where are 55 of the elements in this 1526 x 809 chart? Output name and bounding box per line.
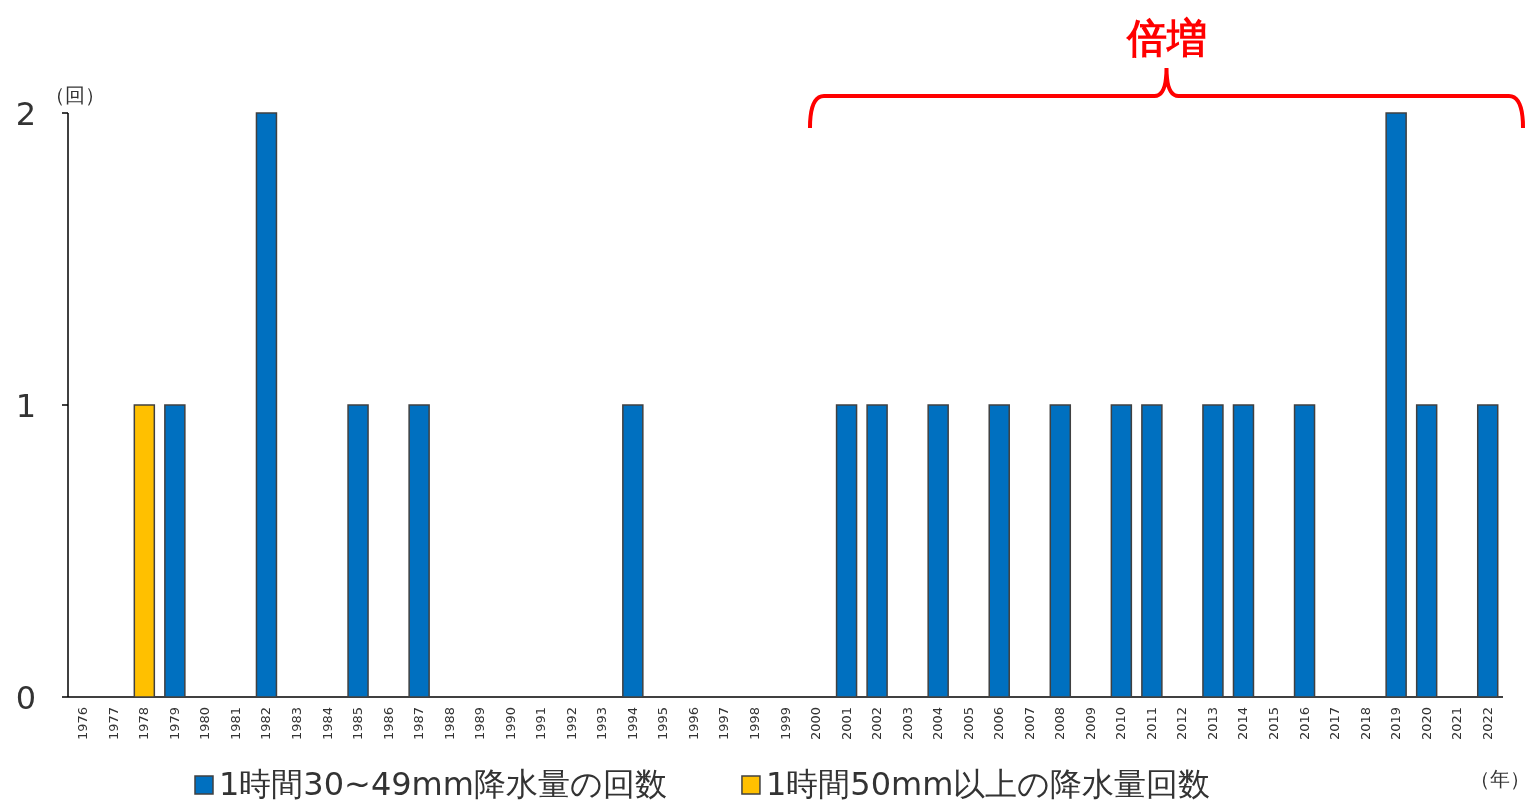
legend-label: 1時間30~49mm降水量の回数: [219, 765, 667, 803]
x-tick-label: 2014: [1235, 707, 1251, 741]
text: 倍増: [1124, 15, 1207, 61]
legend-label: 1時間50mm以上の降水量回数: [765, 765, 1211, 803]
x-tick-label: 1991: [533, 707, 549, 741]
x-tick-label: 2015: [1266, 707, 1282, 741]
x-tick-label: 2012: [1174, 707, 1190, 741]
x-tick-label: 2005: [960, 707, 976, 741]
x-tick-label: 1983: [288, 707, 304, 741]
x-tick-label: 1978: [136, 707, 152, 741]
x-tick-label: 1982: [258, 707, 274, 741]
y-tick-label: 1: [15, 387, 36, 425]
x-tick-label: 2002: [869, 707, 885, 741]
x-tick-label: 2016: [1296, 707, 1312, 741]
x-tick-label: 2000: [808, 707, 824, 741]
x-tick-label: 2010: [1113, 707, 1129, 741]
x-tick-label: 1986: [380, 707, 396, 741]
x-tick-label: 2020: [1418, 707, 1434, 741]
x-tick-label: 2013: [1204, 707, 1220, 741]
x-tick-label: 2021: [1449, 707, 1465, 741]
x-tick-label: 2007: [1021, 707, 1037, 741]
x-tick-label: 1993: [594, 707, 610, 741]
x-tick-label: 2011: [1143, 707, 1159, 741]
y-axis-title: （回）: [45, 83, 105, 107]
x-tick-label: 2022: [1479, 707, 1495, 741]
x-tick-label: 1999: [777, 707, 793, 741]
x-tick-label: 1989: [472, 707, 488, 741]
x-tick-label: 2006: [991, 707, 1007, 741]
x-tick-label: 2004: [930, 707, 946, 741]
x-tick-label: 1980: [197, 707, 213, 741]
x-tick-label: 1984: [319, 707, 335, 741]
x-tick-label: 1985: [350, 707, 366, 741]
x-tick-label: 1998: [746, 707, 762, 741]
x-tick-label: 1977: [105, 707, 121, 741]
x-tick-label: 2018: [1357, 707, 1373, 741]
x-tick-label: 1997: [716, 707, 732, 741]
x-tick-label: 1976: [75, 707, 91, 741]
x-tick-label: 2019: [1388, 707, 1404, 741]
x-tick-label: 1992: [563, 707, 579, 741]
y-tick-label: 0: [15, 679, 36, 717]
x-tick-label: 2008: [1052, 707, 1068, 741]
x-tick-label: 2001: [838, 707, 854, 741]
x-tick-label: 1981: [227, 707, 243, 741]
x-tick-label: 1996: [685, 707, 701, 741]
x-tick-label: 2003: [899, 707, 915, 741]
x-tick-label: 1987: [411, 707, 427, 741]
x-tick-label: 1995: [655, 707, 671, 741]
x-tick-label: 1979: [166, 707, 182, 741]
y-tick-label: 2: [15, 95, 36, 133]
x-axis-title: （年）: [1470, 767, 1526, 791]
x-tick-label: 2009: [1082, 707, 1098, 741]
x-tick-label: 1994: [624, 707, 640, 741]
x-tick-label: 2017: [1327, 707, 1343, 741]
x-tick-label: 1990: [502, 707, 518, 741]
x-tick-label: 1988: [441, 707, 457, 741]
